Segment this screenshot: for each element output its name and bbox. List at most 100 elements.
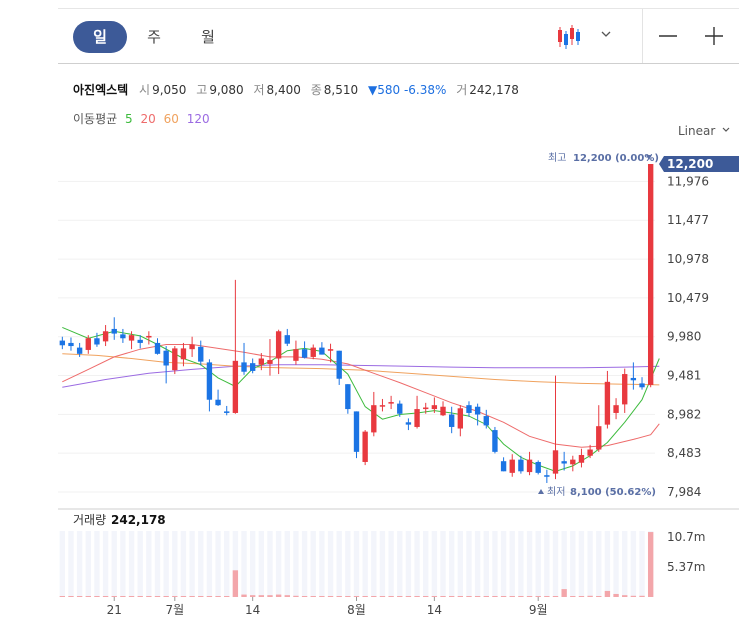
volume-bar: [137, 596, 143, 597]
volume-column: [146, 531, 152, 597]
candle-body: [353, 411, 360, 452]
volume-bar: [258, 595, 265, 597]
volume-column: [613, 531, 619, 597]
volume-total: 242,178: [111, 513, 166, 527]
candle-body: [474, 406, 481, 415]
scale-selector[interactable]: Linear: [678, 124, 730, 138]
volume-column: [59, 531, 66, 597]
candle-body: [535, 461, 541, 473]
volume-bar: [448, 596, 455, 597]
volume-bar: [336, 596, 342, 597]
candle-body: [423, 407, 429, 410]
volume-bar: [397, 596, 403, 597]
low-label: 저: [253, 83, 265, 97]
candle: [604, 370, 611, 429]
candle-body: [163, 350, 169, 366]
candle-body: [448, 414, 455, 427]
stock-name: 아진엑스텍: [73, 83, 129, 97]
candle-body: [198, 346, 204, 362]
moving-average-lines: [62, 326, 660, 472]
candle-body: [647, 164, 654, 385]
candle: [448, 406, 455, 434]
candle: [353, 411, 360, 459]
moving-average-legend[interactable]: 이동평균 5 20 60 120: [73, 110, 214, 127]
volume-bar: [310, 596, 316, 597]
volume-column: [345, 531, 351, 597]
volume-bar: [172, 596, 178, 597]
volume-bar: [345, 596, 351, 597]
candle: [336, 350, 342, 385]
x-tick-label: 14: [427, 603, 442, 617]
candle-body: [622, 374, 628, 405]
candle: [319, 342, 325, 355]
volume-bar: [76, 596, 83, 597]
volume-column: [622, 531, 628, 597]
candle: [639, 377, 645, 390]
volume-column: [111, 531, 117, 597]
volume-column: [154, 531, 161, 597]
volume-bar: [570, 596, 576, 597]
volume-column: [587, 531, 593, 597]
candle: [102, 325, 109, 347]
volume-column: [561, 531, 567, 597]
candle: [241, 342, 247, 375]
candle: [596, 405, 602, 452]
change-percent: -6.38%: [403, 83, 447, 97]
chart-type-button[interactable]: [552, 9, 622, 63]
high-value: 9,080: [209, 83, 244, 97]
candle: [137, 335, 143, 349]
volume-bar: [293, 595, 299, 597]
volume-column: [137, 531, 143, 597]
volume-tick-label: 10.7m: [667, 530, 705, 544]
candle-body: [431, 405, 438, 410]
volume-column: [215, 531, 221, 597]
tab-day[interactable]: 일: [73, 21, 127, 53]
volume-column: [440, 531, 446, 597]
zoom-in-button[interactable]: [690, 9, 738, 63]
candle-body: [111, 328, 117, 334]
volume-bar: [518, 596, 524, 597]
volume-column: [492, 531, 498, 597]
volume-column: [509, 531, 515, 597]
volume-column: [206, 531, 213, 597]
tab-month[interactable]: 월: [201, 28, 215, 46]
volume-bar: [423, 596, 429, 597]
candle-body: [180, 348, 187, 360]
volume-column: [293, 531, 299, 597]
ma5-legend: 5: [125, 112, 133, 126]
volume-bar: [68, 596, 74, 597]
candle-body: [172, 348, 178, 371]
volume-column: [483, 531, 489, 597]
volume-column: [353, 531, 360, 597]
candlesticks: [59, 164, 654, 483]
candle-body: [526, 459, 533, 473]
candle: [275, 329, 282, 375]
candle: [59, 336, 66, 350]
candle-body: [483, 416, 489, 426]
high-marker-value: 12,200 (0.00%): [573, 153, 659, 164]
volume-bar: [509, 596, 515, 597]
candle-body: [500, 461, 507, 472]
ma20-legend: 20: [140, 112, 156, 126]
ma-label: 이동평균: [73, 112, 118, 126]
candle-body: [68, 342, 74, 347]
candle-body: [59, 340, 66, 346]
volume-bar: [284, 595, 290, 597]
volume-column: [120, 531, 126, 597]
candle-body: [102, 331, 109, 342]
candle: [544, 469, 550, 483]
tab-week[interactable]: 주: [147, 28, 161, 46]
candle-body: [128, 335, 135, 341]
low-marker-value: 8,100 (50.62%): [570, 487, 656, 498]
volume-column: [544, 531, 550, 597]
candle-body: [552, 450, 559, 474]
triangle-down-icon: [646, 155, 652, 160]
candle: [172, 346, 178, 375]
candle-body: [249, 363, 256, 371]
scale-label: Linear: [678, 124, 716, 138]
volume-column: [526, 531, 533, 597]
volume-bar: [405, 596, 412, 597]
volume-bar: [362, 596, 368, 597]
zoom-out-button[interactable]: [642, 9, 691, 63]
